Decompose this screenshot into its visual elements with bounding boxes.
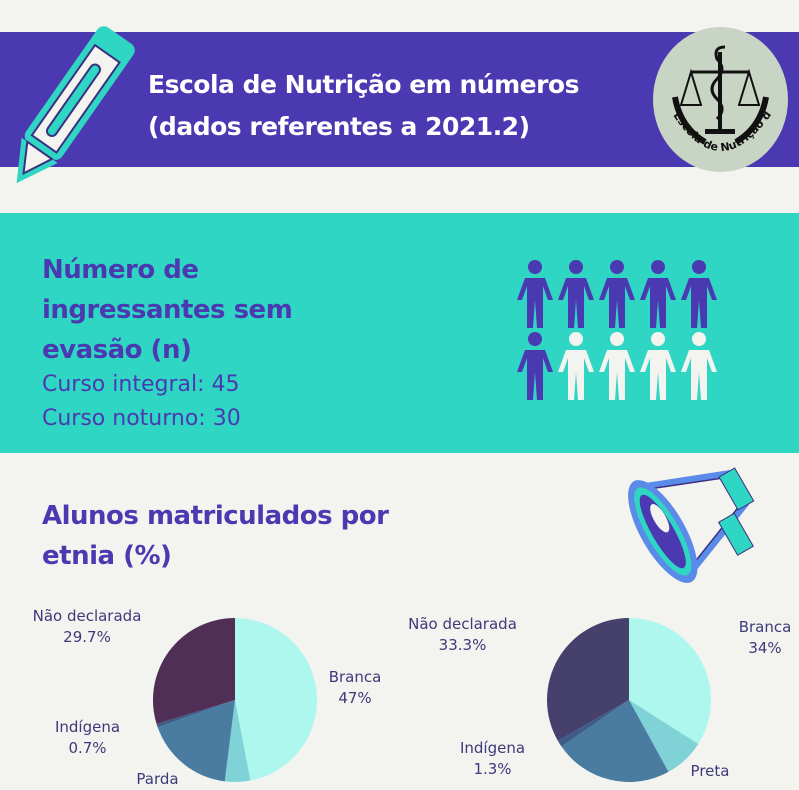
person-icon — [640, 260, 676, 328]
pie-slice-branca — [629, 618, 711, 744]
label-name: Parda — [136, 770, 179, 788]
pencil-icon — [16, 26, 135, 184]
label-value: 34% — [748, 639, 782, 657]
ingressantes-values: Curso integral: 45 Curso noturno: 30 — [42, 368, 241, 436]
label-name: Indígena — [459, 739, 526, 757]
label-name: Indígena — [54, 718, 121, 736]
label-name: Preta — [690, 762, 730, 780]
pie-chart-2 — [547, 618, 711, 782]
title-line-2: (dados referentes a 2021.2) — [148, 112, 530, 141]
curso-integral-value: Curso integral: 45 — [42, 372, 240, 397]
pie2-label-branca: Branca 34% — [725, 617, 799, 659]
person-icon — [599, 260, 635, 328]
title-line-1: Escola de Nutrição em números — [148, 70, 579, 99]
pie1-label-branca: Branca 47% — [310, 667, 400, 709]
heading-line: Número de — [42, 255, 199, 285]
pie-slice-n-o-declarada — [547, 618, 629, 741]
heading-line: etnia (%) — [42, 541, 172, 571]
label-value: 29.7% — [63, 628, 111, 646]
label-name: Branca — [738, 618, 792, 636]
ingressantes-heading: Número de ingressantes sem evasão (n) — [42, 250, 293, 370]
label-value: 0.7% — [68, 739, 107, 757]
label-value: 1.3% — [473, 760, 512, 778]
person-icon — [558, 260, 594, 328]
pie-slice-parda — [561, 700, 669, 782]
pie2-label-preta: Preta — [675, 761, 745, 782]
person-icon — [517, 332, 553, 400]
scales-caduceus-icon: Escola de Nutrição da Unirio — [649, 17, 774, 154]
pie-slice-n-o-declarada — [153, 618, 235, 724]
person-icon — [681, 260, 717, 328]
pie-chart-1 — [153, 618, 317, 782]
pie-slice-ind-gena — [156, 700, 235, 728]
heading-line: ingressantes sem — [42, 295, 293, 325]
person-icon — [681, 332, 717, 400]
megaphone-icon — [628, 467, 755, 583]
pie2-label-indigena: Indígena 1.3% — [445, 738, 540, 780]
label-name: Não declarada — [32, 607, 142, 625]
page-title: Escola de Nutrição em números (dados ref… — [148, 64, 579, 148]
pie-slice-preta — [629, 700, 699, 772]
heading-line: evasão (n) — [42, 335, 192, 365]
etnia-heading: Alunos matriculados por etnia (%) — [42, 496, 389, 576]
pie-slice-ind-gena — [557, 700, 629, 747]
pie-slice-preta — [224, 700, 251, 782]
label-value: 33.3% — [438, 636, 487, 654]
pie-slice-parda — [157, 700, 235, 782]
heading-line: Alunos matriculados por — [42, 501, 389, 531]
person-icon — [558, 332, 594, 400]
pie1-label-nao-declarada: Não declarada 29.7% — [12, 606, 162, 648]
label-value: 47% — [338, 689, 372, 707]
pie1-label-indigena: Indígena 0.7% — [40, 717, 135, 759]
label-name: Branca — [328, 668, 382, 686]
ingressantes-section — [0, 213, 799, 453]
person-icon — [517, 260, 553, 328]
pie2-label-nao-declarada: Não declarada 33.3% — [390, 614, 535, 656]
person-icon — [640, 332, 676, 400]
people-pictogram — [517, 260, 717, 400]
pie1-label-parda: Parda — [120, 769, 195, 790]
label-name: Não declarada — [408, 615, 517, 633]
curso-noturno-value: Curso noturno: 30 — [42, 406, 241, 431]
school-logo: Escola de Nutrição da Unirio — [649, 17, 788, 172]
person-icon — [599, 332, 635, 400]
pie-slice-branca — [235, 618, 317, 781]
